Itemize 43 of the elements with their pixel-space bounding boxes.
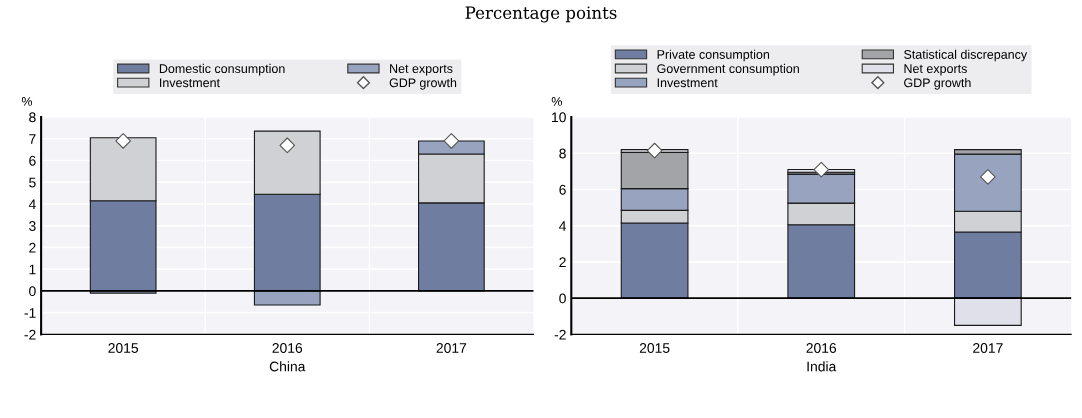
legend-label: GDP growth bbox=[904, 78, 971, 90]
point bbox=[813, 161, 830, 178]
x-axis-title: China bbox=[269, 361, 306, 372]
y-tick-label: 0 bbox=[559, 293, 566, 304]
x-tick-label: 2017 bbox=[436, 343, 467, 353]
y-tick-label: 1 bbox=[29, 264, 36, 275]
bar bbox=[253, 290, 321, 306]
y-tick-label: 3 bbox=[29, 221, 36, 231]
y-tick-label: 2 bbox=[29, 242, 36, 253]
x-axis-title: India bbox=[807, 361, 837, 372]
y-tick-label: 8 bbox=[559, 148, 566, 159]
y-tick-label: -2 bbox=[24, 329, 36, 340]
x-tick-label: 2016 bbox=[806, 343, 837, 353]
y-tick-label: 4 bbox=[28, 199, 36, 210]
y-tick-label: 6 bbox=[559, 184, 566, 195]
legend-label: Net exports bbox=[390, 64, 453, 76]
chart-subtitle: Percentage points bbox=[465, 6, 617, 23]
y-axis-title: % bbox=[21, 97, 33, 106]
y-tick-label: 2 bbox=[559, 257, 566, 267]
legend-label: Investment bbox=[160, 78, 220, 88]
legend-label: Domestic consumption bbox=[159, 63, 285, 76]
legend-label: Private consumption bbox=[657, 49, 770, 62]
legend-label: Government consumption bbox=[657, 63, 799, 76]
y-tick-label: 8 bbox=[29, 112, 36, 123]
y-tick-label: 4 bbox=[559, 221, 567, 231]
y-tick-label: 0 bbox=[29, 286, 36, 297]
x-tick-label: 2017 bbox=[973, 343, 1003, 353]
legend-label: Investment bbox=[657, 78, 718, 88]
y-axis-title: % bbox=[551, 97, 562, 106]
y-tick-label: 10 bbox=[552, 112, 566, 123]
y-tick-label: 6 bbox=[29, 155, 36, 166]
y-tick-label: 5 bbox=[29, 177, 36, 188]
point bbox=[646, 142, 663, 159]
x-tick-label: 2015 bbox=[639, 343, 670, 353]
x-tick-label: 2015 bbox=[108, 343, 139, 353]
legend-label: Net exports bbox=[904, 64, 967, 76]
x-tick-label: 2016 bbox=[272, 343, 303, 353]
y-tick-label: -1 bbox=[24, 308, 36, 318]
y-tick-label: 7 bbox=[29, 134, 36, 144]
legend-label: GDP growth bbox=[389, 78, 457, 90]
y-tick-label: -2 bbox=[554, 329, 566, 340]
bar bbox=[953, 297, 1022, 326]
legend-label: Statistical discrepancy bbox=[904, 49, 1028, 62]
